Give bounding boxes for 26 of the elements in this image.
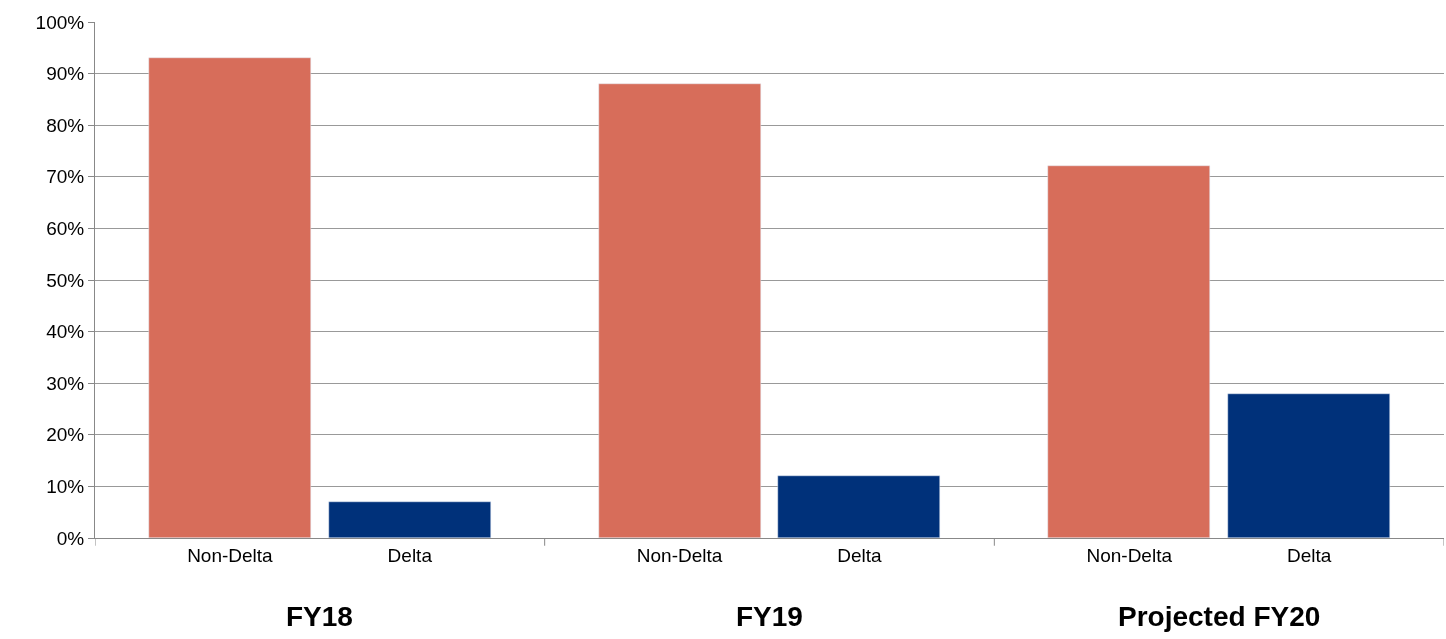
bar xyxy=(598,83,761,538)
x-tick-label: Projected FY20 xyxy=(1118,601,1321,632)
bar xyxy=(328,501,491,538)
x-tick-label: FY19 xyxy=(736,601,803,632)
y-tick-label: 10% xyxy=(46,476,85,498)
y-tick-label: 0% xyxy=(56,527,85,549)
y-tick-label: 40% xyxy=(46,321,85,343)
y-tick-label: 50% xyxy=(46,269,85,291)
bar xyxy=(148,57,311,538)
text: Delta xyxy=(1286,544,1332,566)
series-label: Non-Delta xyxy=(187,544,274,566)
y-tick-label: 30% xyxy=(46,372,85,394)
x-tick-label: FY18 xyxy=(286,601,353,632)
y-tick-label: 100% xyxy=(35,11,85,33)
bar xyxy=(777,475,940,538)
text: Non-Delta xyxy=(1086,544,1172,566)
y-tick-label: 80% xyxy=(46,114,85,136)
bar xyxy=(1227,393,1390,538)
y-tick-label: 90% xyxy=(46,63,85,85)
bar xyxy=(1047,165,1210,538)
series-label: Delta xyxy=(387,544,433,566)
y-tick-label: 70% xyxy=(46,166,85,188)
y-tick-label: 60% xyxy=(46,218,85,240)
text: Non-Delta xyxy=(636,544,723,566)
y-tick-label: 20% xyxy=(46,424,85,446)
text: Delta xyxy=(837,544,882,566)
